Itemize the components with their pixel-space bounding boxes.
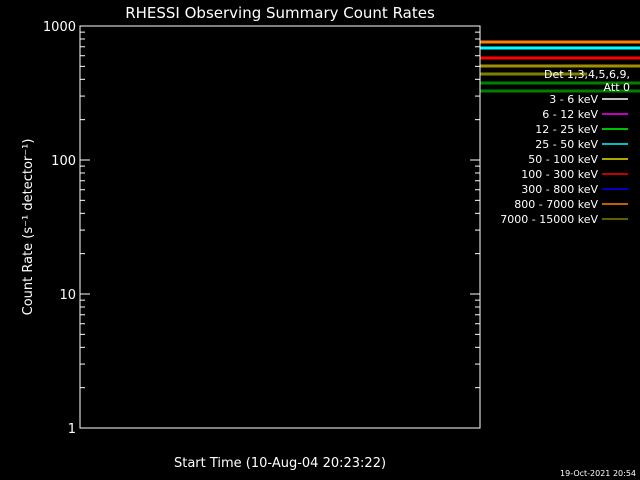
y-tick-label: 100 <box>51 154 76 169</box>
legend-header: Det 1,3,4,5,6,9, <box>544 68 630 81</box>
x-axis-label: Start Time (10-Aug-04 20:23:22) <box>174 456 386 471</box>
legend-entry-label: 7000 - 15000 keV <box>500 213 598 226</box>
chart-title: RHESSI Observing Summary Count Rates <box>125 4 435 22</box>
plot-area: NFSFD3FD4RD0RD6 <box>480 40 640 93</box>
legend-entry-label: 25 - 50 keV <box>535 138 598 151</box>
y-axis: 1 10 100 1000 <box>43 20 480 437</box>
legend-entry-label: 50 - 100 keV <box>528 153 598 166</box>
legend-header: Att 0 <box>604 81 630 94</box>
legend-entry-label: 3 - 6 keV <box>549 93 598 106</box>
plot-frame <box>79 25 481 429</box>
legend-entry-label: 12 - 25 keV <box>535 123 598 136</box>
y-tick-label: 1 <box>68 422 76 437</box>
legend: Det 1,3,4,5,6,9,Att 0 3 - 6 keV 6 - 12 keV… <box>500 68 630 226</box>
timestamp: 19-Oct-2021 20:54 <box>560 469 636 478</box>
legend-entry-label: 6 - 12 keV <box>542 108 598 121</box>
y-axis-label: Count Rate (s⁻¹ detector⁻¹) <box>21 139 36 316</box>
y-tick-label: 1000 <box>43 20 76 35</box>
legend-entry-label: 800 - 7000 keV <box>514 198 598 211</box>
legend-entry-label: 300 - 800 keV <box>521 183 598 196</box>
y-tick-label: 10 <box>59 288 76 303</box>
legend-entry-label: 100 - 300 keV <box>521 168 598 181</box>
